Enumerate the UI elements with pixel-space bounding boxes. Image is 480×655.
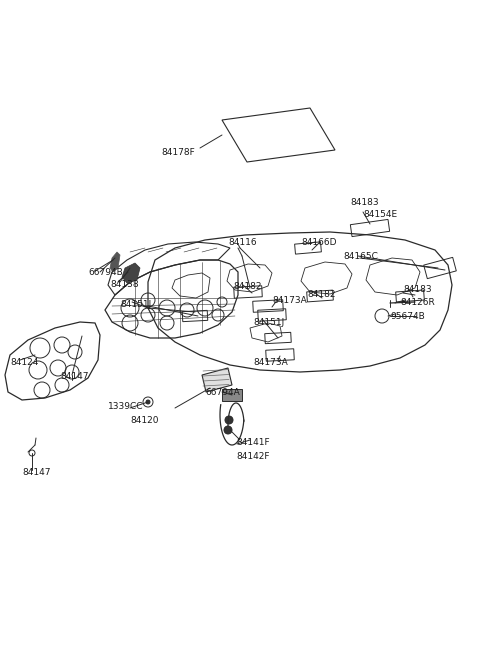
Text: 1339CC: 1339CC — [108, 402, 144, 411]
Circle shape — [146, 400, 150, 404]
Text: 84142F: 84142F — [236, 452, 269, 461]
Polygon shape — [202, 368, 232, 392]
Polygon shape — [110, 252, 120, 272]
Text: 95674B: 95674B — [390, 312, 425, 321]
Text: 84178F: 84178F — [161, 148, 195, 157]
Text: 84173A: 84173A — [272, 296, 307, 305]
Text: 84151J: 84151J — [120, 300, 151, 309]
Text: 84151J: 84151J — [253, 318, 284, 327]
Circle shape — [225, 416, 233, 424]
Text: 84147: 84147 — [60, 372, 88, 381]
Polygon shape — [222, 389, 242, 401]
Text: 66794B: 66794B — [88, 268, 123, 277]
Polygon shape — [122, 263, 140, 283]
Text: 66794A: 66794A — [205, 388, 240, 397]
Text: 84183: 84183 — [403, 285, 432, 294]
Text: 84147: 84147 — [22, 468, 50, 477]
Text: 84124: 84124 — [10, 358, 38, 367]
Text: 84138: 84138 — [110, 280, 139, 289]
Text: 84166D: 84166D — [301, 238, 336, 247]
Text: 84173A: 84173A — [253, 358, 288, 367]
Text: 84182: 84182 — [233, 282, 262, 291]
Text: 84116: 84116 — [228, 238, 257, 247]
Text: 84183: 84183 — [350, 198, 379, 207]
Text: 84165C: 84165C — [343, 252, 378, 261]
Text: 84120: 84120 — [130, 416, 158, 425]
Text: 84141F: 84141F — [236, 438, 270, 447]
Text: 84154E: 84154E — [363, 210, 397, 219]
Text: 84182: 84182 — [307, 290, 336, 299]
Circle shape — [224, 426, 232, 434]
Text: 84126R: 84126R — [400, 298, 435, 307]
